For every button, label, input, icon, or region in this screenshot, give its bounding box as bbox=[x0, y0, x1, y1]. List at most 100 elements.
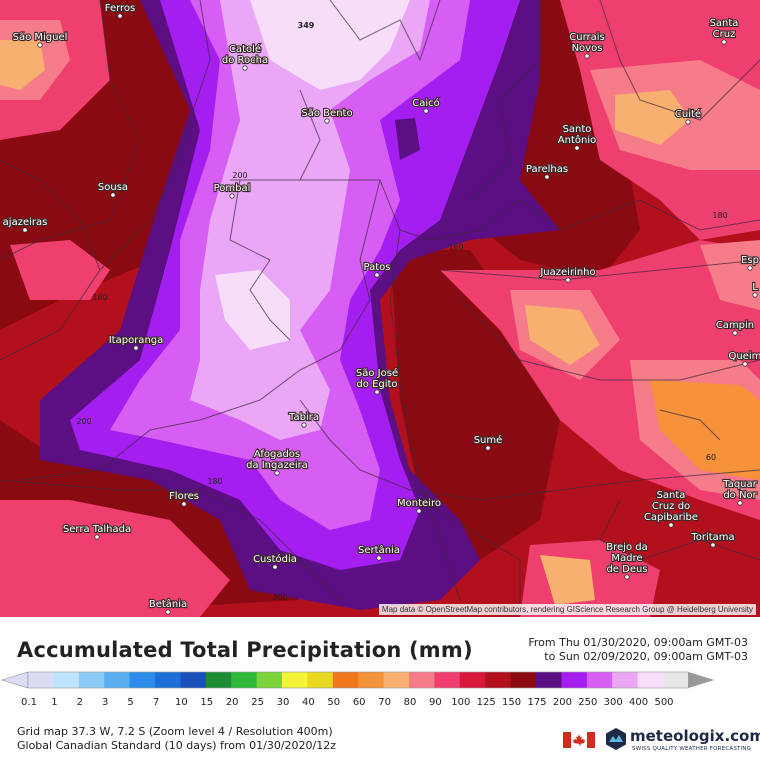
legend-title: Accumulated Total Precipitation (mm) bbox=[17, 638, 473, 662]
contour-70-south bbox=[540, 555, 595, 605]
city-label: Brejo da bbox=[606, 542, 647, 553]
city-label: Sertânia bbox=[358, 544, 400, 556]
city-dot bbox=[737, 500, 743, 506]
city-label: da Ingazeira bbox=[246, 460, 308, 471]
scale-swatch bbox=[231, 672, 258, 688]
scale-value-label: 60 bbox=[352, 697, 366, 708]
city-label: Sousa bbox=[98, 182, 128, 193]
city-dot bbox=[376, 555, 382, 561]
city-dot bbox=[742, 361, 748, 367]
border-lines bbox=[0, 0, 760, 617]
scale-value-label: 20 bbox=[225, 697, 239, 708]
city-dot bbox=[374, 389, 380, 395]
city-label: Itaporanga bbox=[109, 335, 164, 346]
city-label: Parelhas bbox=[526, 164, 568, 175]
city-dot bbox=[752, 292, 758, 298]
scale-value-label: 500 bbox=[654, 697, 674, 708]
scale-value-label: 90 bbox=[429, 697, 442, 708]
city-label: Custódia bbox=[253, 553, 297, 565]
scale-value-label: 25 bbox=[251, 697, 264, 708]
scale-value-label: 100 bbox=[451, 697, 471, 708]
scale-swatch bbox=[155, 672, 181, 688]
city-label: L bbox=[752, 282, 758, 293]
period-start: From Thu 01/30/2020, 09:00am GMT-03 bbox=[528, 636, 748, 649]
forecast-period: From Thu 01/30/2020, 09:00am GMT-03 to S… bbox=[528, 636, 748, 664]
city-dot bbox=[229, 193, 235, 199]
city-label: Betânia bbox=[149, 598, 187, 610]
color-scale-labels: 0.1 1 2 3 5 7 10 15 20 25 30 40 50 60 70 80 90 100 125 150 1… bbox=[0, 697, 760, 711]
city-label: Flores bbox=[169, 491, 199, 502]
contour-70-northeast bbox=[615, 90, 690, 145]
scale-value-label: 5 bbox=[127, 697, 134, 708]
scale-value-label: 50 bbox=[327, 697, 341, 708]
scale-arrow-left bbox=[0, 671, 29, 689]
scale-value-label: 250 bbox=[578, 697, 598, 708]
city-label: ajazeiras bbox=[3, 217, 48, 228]
city-dot bbox=[721, 39, 727, 45]
city-dot bbox=[242, 65, 248, 71]
city-label: Monteiro bbox=[397, 498, 441, 509]
contour-labels: 200 200 200 180 180 160 180 60 349 bbox=[76, 21, 727, 602]
scale-value-label: 40 bbox=[302, 697, 315, 708]
scale-value-label: 125 bbox=[476, 697, 496, 708]
scale-swatch bbox=[510, 672, 537, 688]
scale-value-label: 3 bbox=[102, 697, 109, 708]
map-attribution[interactable]: Map data © OpenStreetMap contributors, r… bbox=[378, 604, 756, 615]
contour-label: 200 bbox=[76, 417, 91, 426]
city-label: Catolé bbox=[229, 43, 261, 55]
scale-value-label: 175 bbox=[527, 697, 547, 708]
contour-175-pocket bbox=[395, 118, 420, 160]
contour-label: 200 bbox=[232, 171, 247, 180]
city-dot bbox=[133, 345, 139, 351]
model-info: Grid map 37.3 W, 7.2 S (Zoom level 4 / R… bbox=[17, 725, 336, 753]
scale-outline bbox=[27, 671, 689, 689]
contour-label: 160 bbox=[448, 243, 463, 252]
city-label: Sumé bbox=[474, 434, 503, 446]
city-label: Novos bbox=[572, 43, 603, 54]
city-dot bbox=[423, 108, 429, 114]
city-dot bbox=[110, 192, 116, 198]
city-label: Cuité bbox=[675, 108, 701, 120]
city-label: do Rocha bbox=[222, 55, 268, 66]
city-label: Pombal bbox=[214, 183, 251, 194]
city-dot bbox=[181, 501, 187, 507]
city-dot bbox=[668, 522, 674, 528]
precipitation-map[interactable]: Ferros São Miguel Catolé do Rocha São Bento C… bbox=[0, 0, 760, 617]
city-dot bbox=[94, 534, 100, 540]
city-label: Santa bbox=[710, 18, 739, 29]
city-label: Cruz do bbox=[652, 501, 690, 512]
grid-info: Grid map 37.3 W, 7.2 S (Zoom level 4 / R… bbox=[17, 725, 333, 738]
scale-value-label: 80 bbox=[403, 697, 417, 708]
scale-swatch bbox=[53, 672, 80, 688]
contour-label: 180 bbox=[207, 477, 222, 486]
city-label: São José bbox=[356, 367, 398, 379]
city-dot bbox=[301, 422, 307, 428]
contour-label: 180 bbox=[712, 211, 727, 220]
scale-value-label: 2 bbox=[76, 697, 83, 708]
city-label: de Deus bbox=[606, 564, 647, 575]
scale-swatch bbox=[28, 672, 54, 688]
city-dot bbox=[685, 119, 691, 125]
city-label: Capibaribe bbox=[644, 512, 698, 523]
contour-label: 180 bbox=[92, 293, 107, 302]
scale-value-label: 10 bbox=[175, 697, 188, 708]
scale-value-label: 7 bbox=[152, 697, 160, 708]
contour-label: 349 bbox=[298, 21, 315, 30]
scale-value-label: 150 bbox=[502, 697, 522, 708]
scale-arrow-right bbox=[688, 672, 715, 688]
city-dot bbox=[22, 227, 28, 233]
period-end: to Sun 02/09/2020, 09:00am GMT-03 bbox=[544, 650, 748, 663]
city-label: Taquar bbox=[722, 479, 757, 490]
scale-swatch bbox=[459, 672, 486, 688]
city-label: Currais bbox=[569, 32, 604, 43]
scale-value-label: 300 bbox=[603, 697, 623, 708]
scale-swatch bbox=[383, 672, 410, 688]
city-label: São Miguel bbox=[13, 32, 68, 43]
scale-swatch bbox=[612, 672, 639, 688]
city-label: Patos bbox=[364, 262, 391, 273]
city-label: Ferros bbox=[105, 3, 136, 14]
scale-swatch bbox=[434, 672, 461, 688]
city-dot bbox=[584, 53, 590, 59]
scale-swatch bbox=[485, 672, 512, 688]
